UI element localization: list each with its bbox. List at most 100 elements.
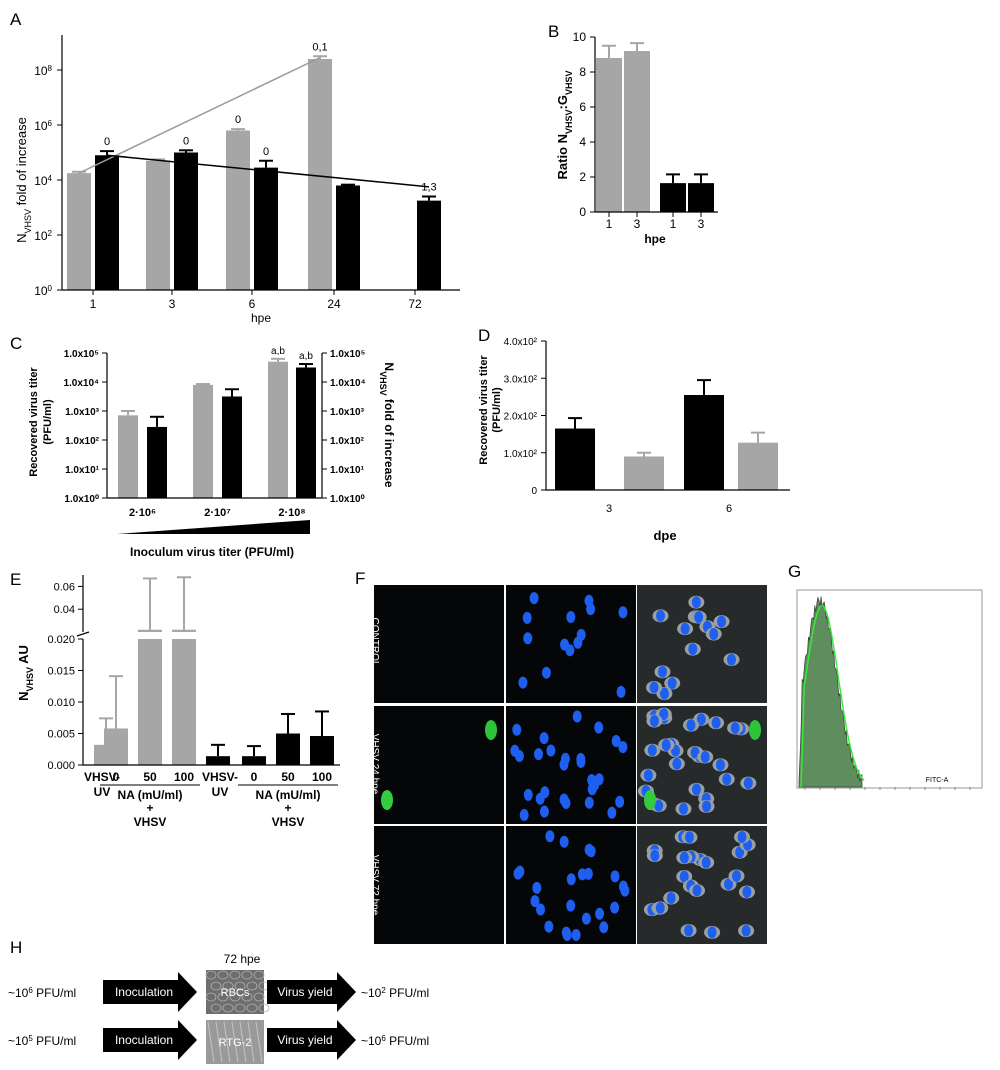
panel-d: D Recovered virus titer (PFU/ml) 0 1.0x10… [478, 326, 790, 543]
panel-d-bar-black [555, 428, 595, 490]
panel-d-x-tick-label: 6 [726, 503, 732, 515]
panel-f-nucleus [513, 867, 523, 880]
panel-e-lower-tick-label: 0.005 [47, 729, 75, 741]
panel-a-y-tick-label: 100 [34, 284, 52, 299]
panel-h-inoculation-label-2: Inoculation [115, 1033, 173, 1047]
panel-d-y-tick-label: 2.0x10² [504, 412, 538, 423]
panel-d-x-tick-label: 3 [606, 503, 612, 515]
panel-h-rtg2-texture [207, 1021, 263, 1063]
panel-b-y-tick-label: 10 [573, 30, 587, 44]
panel-d-y-tick-label: 1.0x10² [504, 449, 538, 460]
panel-a-bar-black [95, 155, 119, 290]
panel-c-left-tick-label: 1.0x10⁰ [64, 494, 99, 505]
panel-h-rbc-texture [205, 970, 270, 1013]
panel-f-nucleus [566, 610, 576, 623]
panel-c-ylabel-left-2: (PFU/ml) [42, 399, 54, 445]
panel-d-letter: D [478, 326, 490, 345]
panel-h-row-rbcs: ~106 PFU/ml Inoculation RBCs Virus yield… [8, 970, 429, 1014]
panel-b-bar-grey [624, 51, 650, 212]
panel-d-y-tick-label: 3.0x10² [504, 374, 538, 385]
panel-f-nucleus [684, 831, 694, 844]
panel-f-nucleus [534, 748, 544, 761]
panel-g-letter: G [788, 562, 801, 581]
panel-f-nucleus [519, 809, 529, 822]
panel-d-bar-black [684, 395, 724, 490]
panel-c-plot: a,b a,b [118, 346, 316, 498]
panel-g: G FITC-A [788, 562, 983, 790]
panel-e-dose-label: 50 [281, 770, 295, 784]
panel-h-rbc-cell [217, 970, 229, 980]
panel-f-nucleus [581, 912, 591, 925]
panel-a-x-tick-label: 6 [249, 297, 256, 311]
panel-f-nucleus [559, 835, 569, 848]
panel-f: F CONTROL VHSV 24 hpe VHSV 72 hpe [355, 569, 768, 948]
panel-e-vhsv-uv-label: VHSV- [84, 770, 120, 784]
panel-h-rbc-cell [246, 1003, 258, 1013]
panel-f-nucleus [680, 622, 690, 635]
panel-f-nucleus [650, 849, 660, 862]
panel-f-nucleus [690, 746, 700, 759]
panel-c-right-tick-label: 1.0x10⁴ [330, 378, 366, 389]
panel-c-bar-grey [193, 384, 213, 498]
panel-d-y-ticks: 0 1.0x10² 2.0x10² 3.0x10² 4.0x10² [504, 337, 546, 497]
panel-f-nucleus [684, 924, 694, 937]
panel-h-rtg2-fiber [247, 1021, 255, 1063]
panel-h-rbc-cell [234, 981, 246, 991]
panel-f-nucleus [679, 851, 689, 864]
panel-a-annotation: 0 [263, 146, 269, 158]
panel-e-uv-label: UV [212, 785, 229, 799]
panel-b-letter: B [548, 22, 559, 41]
panel-f-infected-cell-merge [749, 720, 761, 740]
panel-h-rtg2-fiber [223, 1021, 231, 1063]
panel-a-annotation: 0 [235, 114, 241, 126]
panel-f-nucleus [737, 830, 747, 843]
panel-e-bar-grey [138, 639, 162, 765]
panel-f-nucleus [649, 714, 659, 727]
panel-a-bar-grey [308, 59, 332, 290]
panel-h-inoculation-arrow-2 [103, 1020, 197, 1060]
panel-f-nucleus [656, 609, 666, 622]
panel-c-left-tick-label: 1.0x10³ [65, 407, 100, 418]
panel-f-nucleus [702, 800, 712, 813]
panel-e-y-ticks: 0.06 0.04 0.020 0.015 0.010 0.005 0.000 [47, 581, 83, 772]
panel-f-nucleus [618, 741, 628, 754]
panel-h-rbc-cell [253, 970, 265, 980]
panel-c-ylabel-right: NVHSV fold of increase [378, 362, 396, 488]
panel-f-nucleus [696, 713, 706, 726]
panel-c-left-tick-label: 1.0x10² [65, 436, 100, 447]
panel-f-nucleus [512, 723, 522, 736]
panel-f-nucleus [546, 744, 556, 757]
panel-b-ylabel: Ratio NVHSV:GVHSV [555, 71, 574, 180]
panel-e-uv-label: UV [94, 785, 111, 799]
panel-f-nucleus [610, 901, 620, 914]
panel-h-yield-label-1: Virus yield [277, 985, 332, 999]
panel-a-x-tick-label: 3 [169, 297, 176, 311]
panel-e-na-label: NA (mU/ml) [118, 788, 183, 802]
panel-f-nucleus [707, 926, 717, 939]
panel-a-trend-line-black [106, 154, 430, 188]
panel-d-plot [555, 379, 778, 490]
panel-f-nucleus [566, 873, 576, 886]
panel-f-nucleus [576, 755, 586, 768]
panel-c-left-tick-label: 1.0x10⁴ [63, 378, 99, 389]
panel-e-axis-break [76, 631, 90, 637]
panel-e-dose-label: 50 [143, 770, 157, 784]
panel-b-bar-grey [596, 58, 622, 212]
panel-c-y-ticks-left: 1.0x10⁵ 1.0x10⁴ 1.0x10³ 1.0x10² 1.0x10¹ 1.0x1… [63, 349, 107, 505]
panel-h-rbc-cell [210, 981, 222, 991]
panel-f-nucleus [731, 870, 741, 883]
panel-f-nucleus [566, 899, 576, 912]
panel-d-ylabel-1: Recovered virus titer [478, 355, 490, 465]
panel-f-nucleus [700, 750, 710, 763]
panel-h-rbc-cell [246, 981, 258, 991]
panel-c-right-tick-label: 1.0x10⁰ [330, 494, 365, 505]
panel-f-micrograph [374, 585, 504, 703]
panel-c: C Recovered virus titer (PFU/ml) 1.0x10⁵… [10, 334, 396, 559]
panel-e-lower-tick-label: 0.020 [47, 634, 75, 646]
panel-c-bar-grey [118, 415, 138, 498]
panel-f-nucleus [594, 721, 604, 734]
panel-b-y-tick-label: 6 [579, 100, 586, 114]
panel-a-y-ticks: 100 102 104 106 108 [34, 64, 62, 299]
panel-c-annotation: a,b [299, 351, 313, 362]
panel-a-y-tick-label: 104 [34, 174, 52, 189]
